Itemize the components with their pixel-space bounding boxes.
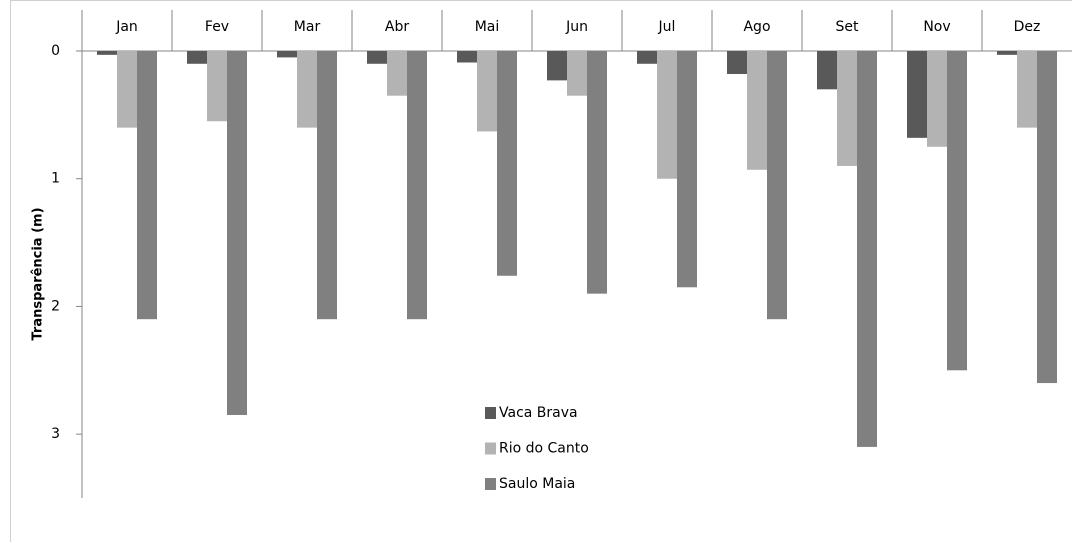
bar <box>587 51 607 294</box>
bar <box>727 51 747 74</box>
legend-label: Vaca Brava <box>499 405 578 421</box>
bar <box>657 51 677 179</box>
bar <box>817 51 837 90</box>
bar <box>997 51 1017 55</box>
bar <box>907 51 927 138</box>
bar <box>317 51 337 320</box>
bar <box>567 51 587 96</box>
bar <box>187 51 207 64</box>
legend-swatch <box>485 407 496 419</box>
bar <box>367 51 387 64</box>
bar <box>407 51 427 320</box>
y-tick-label: 1 <box>51 171 60 187</box>
legend-swatch <box>485 442 496 455</box>
bar <box>677 51 697 288</box>
bar <box>497 51 517 276</box>
bar <box>767 51 787 320</box>
x-tick-label: Nov <box>923 19 950 35</box>
x-tick-label: Set <box>836 19 860 35</box>
x-tick-label: Dez <box>1014 19 1041 35</box>
bar <box>227 51 247 415</box>
bar <box>637 51 657 64</box>
x-tick-label: Mar <box>294 19 321 35</box>
y-tick-label: 2 <box>51 298 60 314</box>
y-tick-label: 3 <box>51 426 60 442</box>
bar <box>477 51 497 132</box>
bar <box>387 51 407 96</box>
x-tick-label: Abr <box>385 19 409 35</box>
bar <box>137 51 157 320</box>
bar <box>97 51 117 55</box>
chart-frame <box>10 0 1072 542</box>
bar <box>927 51 947 147</box>
legend-label: Rio do Canto <box>499 441 589 457</box>
bar <box>837 51 857 166</box>
x-tick-label: Mai <box>475 19 500 35</box>
bar <box>1017 51 1037 128</box>
bar <box>747 51 767 170</box>
legend-swatch <box>485 478 496 490</box>
legend-label: Saulo Maia <box>499 476 575 492</box>
bar <box>857 51 877 447</box>
bar <box>207 51 227 122</box>
x-tick-label: Jun <box>565 19 588 35</box>
bar <box>297 51 317 128</box>
x-tick-label: Jul <box>658 19 676 35</box>
x-tick-label: Fev <box>205 19 229 35</box>
y-tick-label: 0 <box>51 43 60 59</box>
bar <box>1037 51 1057 384</box>
bar <box>547 51 567 81</box>
y-axis-title: Transparência (m) <box>31 207 46 340</box>
bar <box>117 51 137 128</box>
bar <box>947 51 967 371</box>
bar <box>457 51 477 63</box>
x-tick-label: Ago <box>743 19 770 35</box>
bar <box>277 51 297 58</box>
x-tick-label: Jan <box>115 19 138 35</box>
